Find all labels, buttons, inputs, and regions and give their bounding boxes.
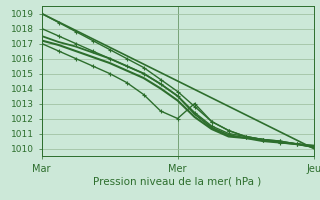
X-axis label: Pression niveau de la mer( hPa ): Pression niveau de la mer( hPa ): [93, 176, 262, 186]
